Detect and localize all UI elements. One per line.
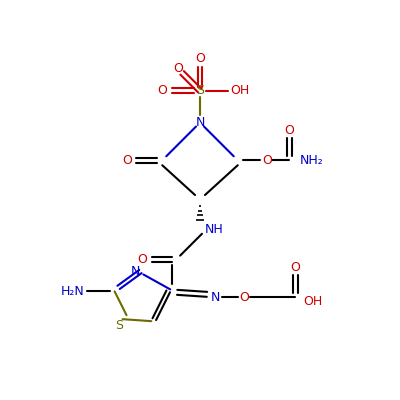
Text: NH: NH [204, 223, 223, 236]
Text: O: O [262, 154, 272, 167]
Text: N: N [211, 291, 220, 304]
Text: O: O [284, 124, 294, 137]
Text: H₂N: H₂N [61, 285, 85, 298]
Text: NH₂: NH₂ [299, 154, 323, 167]
Text: O: O [239, 291, 249, 304]
Text: O: O [138, 253, 147, 266]
Text: OH: OH [304, 295, 323, 308]
Text: OH: OH [230, 84, 249, 97]
Text: N: N [195, 116, 205, 129]
Text: O: O [157, 84, 167, 97]
Text: O: O [195, 52, 205, 66]
Text: O: O [290, 261, 300, 274]
Text: O: O [122, 154, 132, 167]
Text: O: O [173, 62, 183, 76]
Text: S: S [116, 319, 124, 332]
Text: S: S [196, 84, 204, 97]
Text: N: N [131, 265, 140, 278]
